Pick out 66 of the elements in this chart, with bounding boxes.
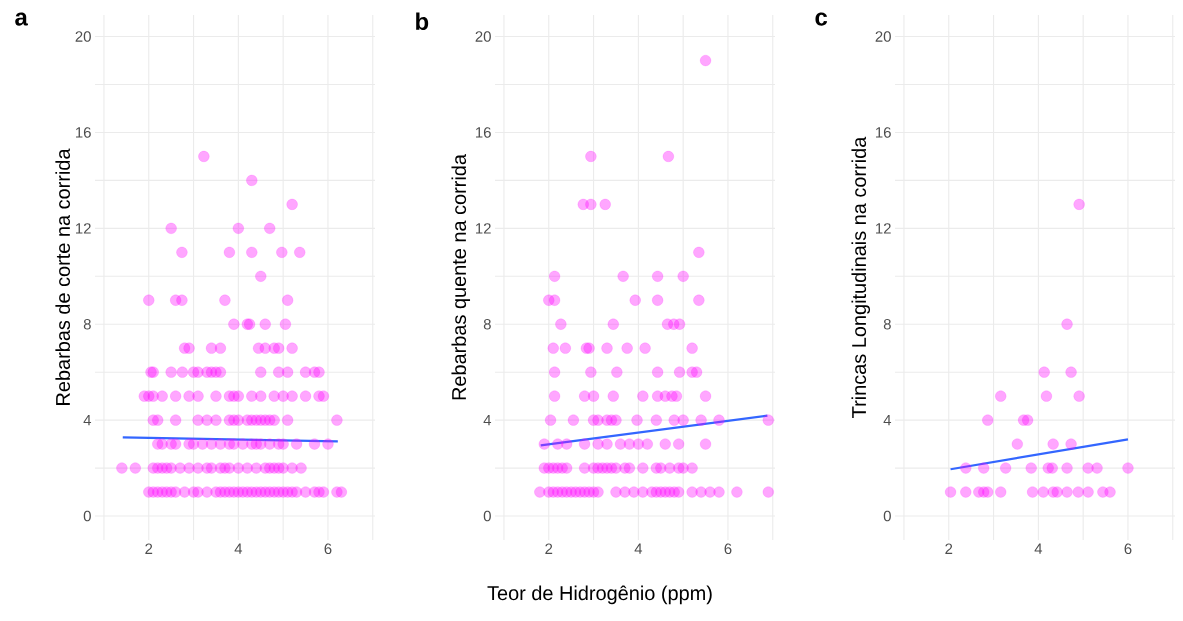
point [1065, 366, 1077, 378]
point [1000, 462, 1012, 474]
y-axis-title: Rebarbas de corte na corrida [55, 148, 71, 405]
point [1046, 462, 1058, 474]
point [1038, 366, 1050, 378]
point [1040, 390, 1053, 402]
x-tick-label: 4 [634, 543, 643, 554]
point [960, 486, 972, 498]
y-tick-label: 4 [883, 414, 892, 426]
point [1104, 486, 1116, 498]
point [1122, 462, 1134, 474]
point [1047, 438, 1059, 450]
point [1051, 486, 1063, 498]
point [978, 462, 990, 474]
y-tick-label: 0 [83, 510, 91, 522]
point [944, 486, 957, 498]
y-tick-label: 12 [476, 223, 491, 234]
x-tick-label: 2 [545, 543, 553, 554]
point [1025, 462, 1037, 474]
x-axis-title: Teor de Hidrogênio (ppm) [487, 585, 712, 605]
x-tick-label: 6 [724, 543, 732, 555]
point [1073, 198, 1085, 210]
x-tick-label: 6 [324, 543, 332, 555]
point [1011, 438, 1023, 450]
x-tick-label: 2 [145, 543, 153, 554]
x-tick-label: 4 [1034, 543, 1043, 554]
chart-title: a [15, 12, 28, 26]
point [1061, 462, 1073, 474]
point [1065, 438, 1077, 450]
point [1061, 318, 1073, 330]
y-tick-label: 8 [83, 318, 91, 330]
x-tick-label: 2 [945, 543, 953, 554]
y-tick-label: 20 [475, 31, 491, 42]
point [960, 462, 972, 474]
point [1022, 414, 1034, 426]
y-axis-title: Trincas Longitudinais na corrida [851, 136, 871, 418]
x-tick-label: 4 [234, 543, 243, 554]
point [1082, 462, 1094, 474]
y-tick-label: 20 [875, 31, 891, 42]
point [1072, 486, 1084, 498]
chart-title: c [815, 12, 828, 26]
chart-title: b [416, 12, 429, 31]
x-tick-label: 6 [1124, 543, 1132, 555]
y-tick-label: 16 [876, 127, 891, 138]
point [982, 486, 994, 498]
y-axis-title: Rebarbas quente na corrida [451, 154, 471, 400]
point [1082, 486, 1094, 498]
y-tick-label: 0 [883, 510, 891, 522]
y-tick-label: 4 [83, 414, 92, 426]
y-tick-label: 16 [476, 127, 491, 138]
y-tick-label: 20 [75, 31, 91, 42]
y-tick-label: 12 [76, 223, 91, 234]
y-tick-label: 8 [883, 318, 891, 330]
y-tick-label: 4 [483, 414, 492, 426]
y-tick-label: 0 [483, 510, 491, 522]
point [1073, 390, 1085, 402]
point [1091, 462, 1103, 474]
y-tick-label: 12 [876, 223, 891, 234]
point [982, 414, 994, 426]
point [1037, 486, 1049, 498]
y-tick-label: 16 [76, 127, 91, 138]
y-tick-label: 8 [483, 318, 491, 330]
point [1026, 486, 1039, 498]
point [1061, 486, 1073, 498]
point [995, 390, 1007, 402]
point [995, 486, 1007, 498]
